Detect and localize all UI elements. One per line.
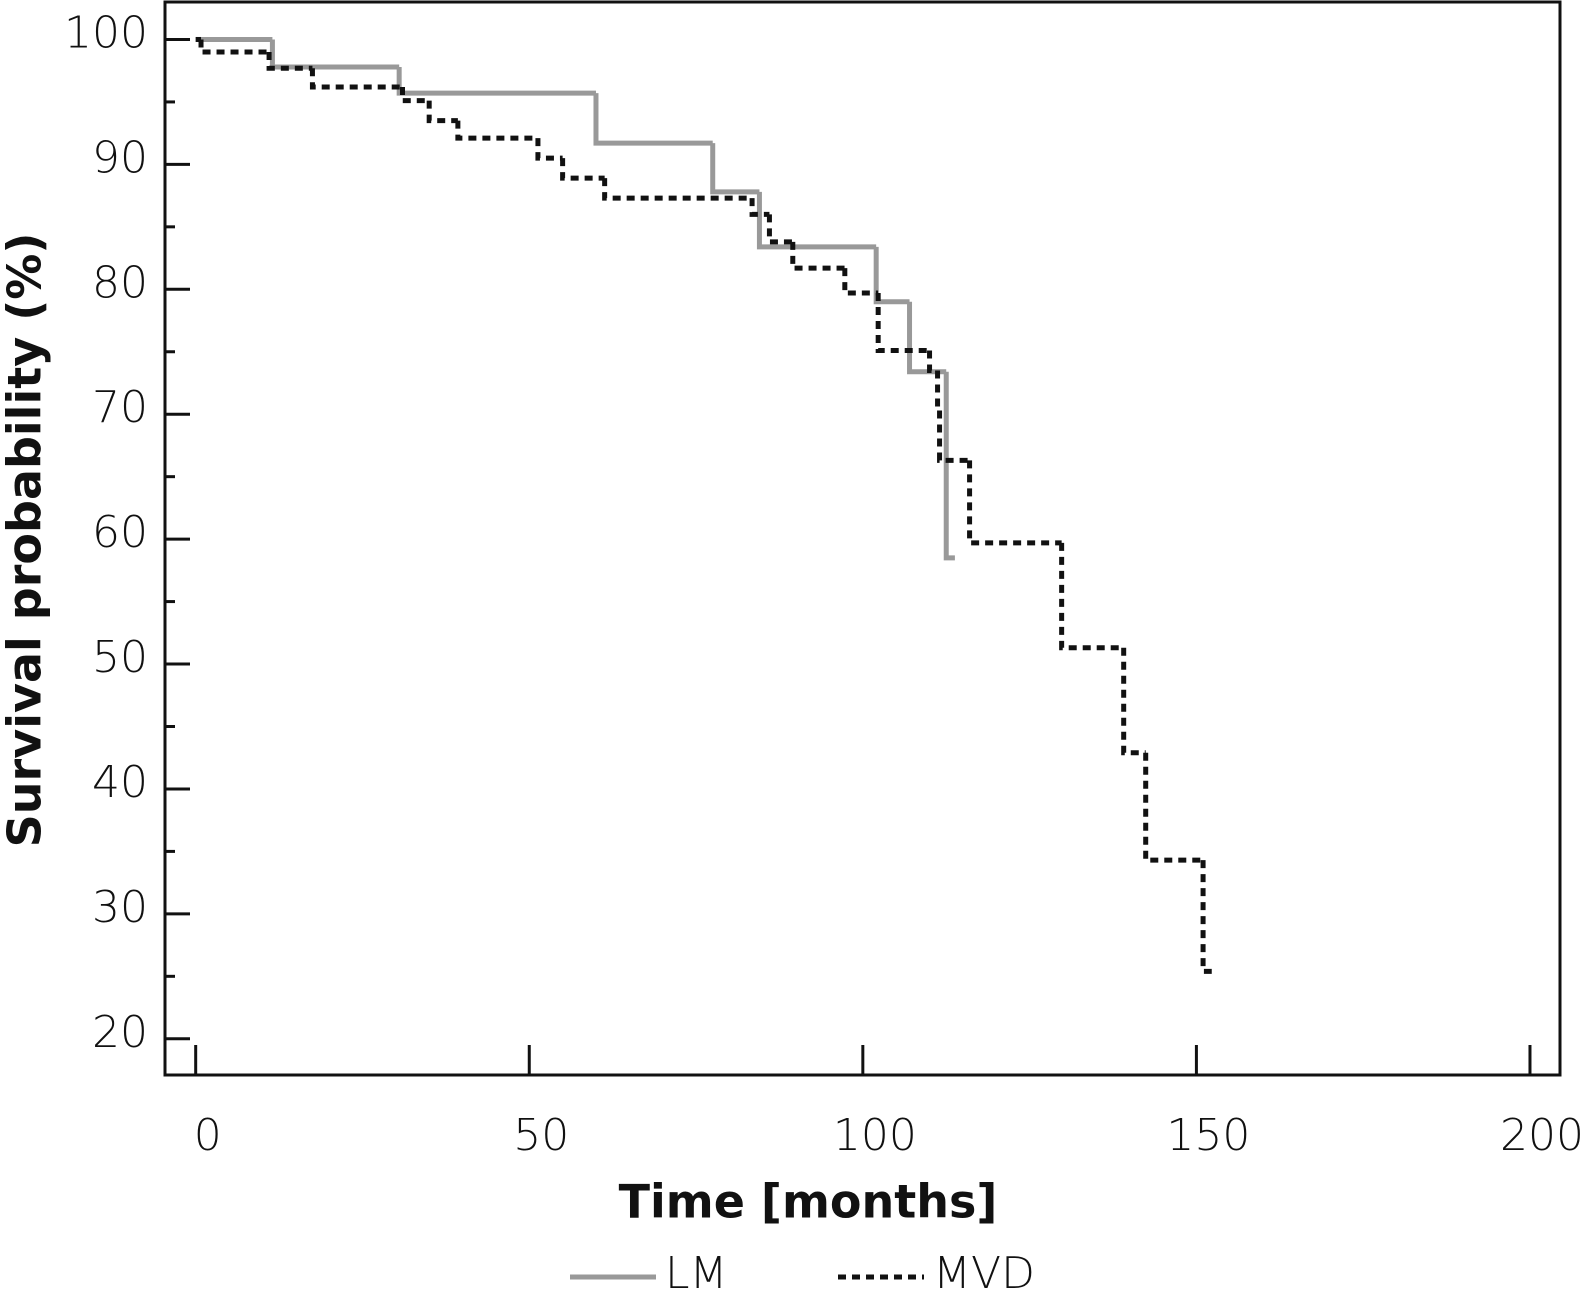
y-tick-label: 80 <box>92 257 148 308</box>
step-segment <box>1121 647 1146 756</box>
step-segment <box>535 138 563 161</box>
step-segment <box>396 66 596 96</box>
y-tick-label: 40 <box>92 757 148 808</box>
step-segment <box>875 293 930 354</box>
step-segment <box>766 214 793 245</box>
y-tick-label: 100 <box>64 7 148 58</box>
step-segment <box>935 370 941 413</box>
step-segment <box>426 100 458 124</box>
step-segment <box>1200 860 1212 974</box>
step-segment <box>749 198 770 217</box>
y-axis-title: Survival probability (%) <box>0 233 52 848</box>
step-segment <box>455 120 538 141</box>
step-segment <box>842 268 879 296</box>
step-segment <box>269 39 400 70</box>
step-segment <box>593 93 713 146</box>
step-segment <box>967 460 1062 546</box>
plot-frame <box>163 0 1562 1077</box>
step-segment <box>400 86 430 104</box>
step-segment <box>873 246 910 305</box>
x-tick-label: 0 <box>194 1110 222 1161</box>
y-tick-label: 90 <box>92 132 148 183</box>
step-segment <box>198 39 270 55</box>
step-segment <box>602 178 753 201</box>
y-tick-label: 50 <box>92 632 148 683</box>
step-segment <box>560 158 605 181</box>
legend-label: MVD <box>933 1248 1035 1299</box>
y-tick-label: 30 <box>92 882 148 933</box>
x-tick-label: 50 <box>513 1110 569 1161</box>
step-segment <box>756 191 877 250</box>
step-segment <box>309 68 403 90</box>
y-tick-label: 60 <box>92 507 148 558</box>
step-segment <box>907 301 947 375</box>
step-segment <box>937 410 970 463</box>
x-tick-label: 150 <box>1166 1110 1250 1161</box>
y-tick-label: 20 <box>92 1007 148 1058</box>
step-segment <box>1059 542 1124 651</box>
y-tick-label: 70 <box>92 382 148 433</box>
x-tick-label: 100 <box>833 1110 917 1161</box>
step-segment <box>790 241 845 271</box>
step-segment <box>927 350 938 373</box>
x-tick-label: 200 <box>1500 1110 1580 1161</box>
x-axis-title: Time [months] <box>619 1175 998 1229</box>
step-segment <box>266 51 313 71</box>
legend-label: LM <box>665 1248 727 1299</box>
step-segment <box>1143 752 1204 863</box>
step-segment <box>943 371 955 561</box>
step-segment <box>710 143 760 195</box>
